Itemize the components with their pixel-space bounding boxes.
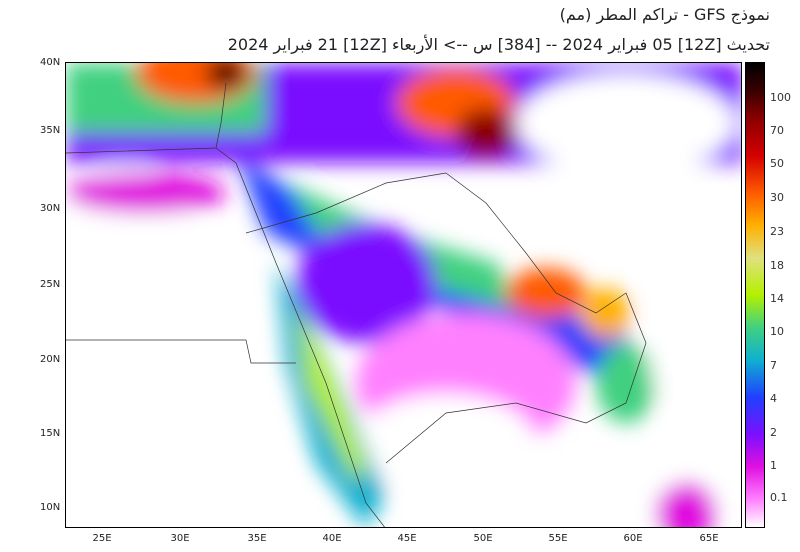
colorbar-label: 30 <box>770 191 784 204</box>
lon-label: 65E <box>699 533 719 544</box>
colorbar-label: 0.1 <box>770 491 788 504</box>
map-title: نموذج GFS - تراكم المطر (مم) <box>559 5 770 24</box>
colorbar <box>745 62 765 528</box>
lon-label: 60E <box>623 533 643 544</box>
lat-label: 10N <box>40 502 61 513</box>
coastlines-borders <box>66 82 647 527</box>
lat-label: 25N <box>40 279 61 290</box>
lat-label: 35N <box>40 125 61 136</box>
colorbar-label: 10 <box>770 325 784 338</box>
colorbar-label: 14 <box>770 292 784 305</box>
lat-label: 15N <box>40 428 61 439</box>
precipitation-field <box>66 63 741 527</box>
lat-label: 40N <box>40 57 61 68</box>
colorbar-label: 100 <box>770 91 791 104</box>
lat-label: 20N <box>40 354 61 365</box>
colorbar-label: 50 <box>770 157 784 170</box>
precipitation-map <box>65 62 742 528</box>
colorbar-label: 18 <box>770 259 784 272</box>
lon-label: 25E <box>92 533 112 544</box>
colorbar-label: 2 <box>770 426 777 439</box>
colorbar-label: 4 <box>770 392 777 405</box>
lon-label: 50E <box>473 533 493 544</box>
lon-label: 30E <box>170 533 190 544</box>
colorbar-label: 23 <box>770 225 784 238</box>
lon-label: 45E <box>397 533 417 544</box>
colorbar-label: 70 <box>770 124 784 137</box>
lat-label: 30N <box>40 203 61 214</box>
map-subtitle: تحديث [12Z] 05 فبراير 2024 -- [384] س --… <box>227 35 770 54</box>
lon-label: 40E <box>322 533 342 544</box>
colorbar-label: 1 <box>770 459 777 472</box>
lon-label: 35E <box>247 533 267 544</box>
colorbar-label: 7 <box>770 359 777 372</box>
lon-label: 55E <box>548 533 568 544</box>
